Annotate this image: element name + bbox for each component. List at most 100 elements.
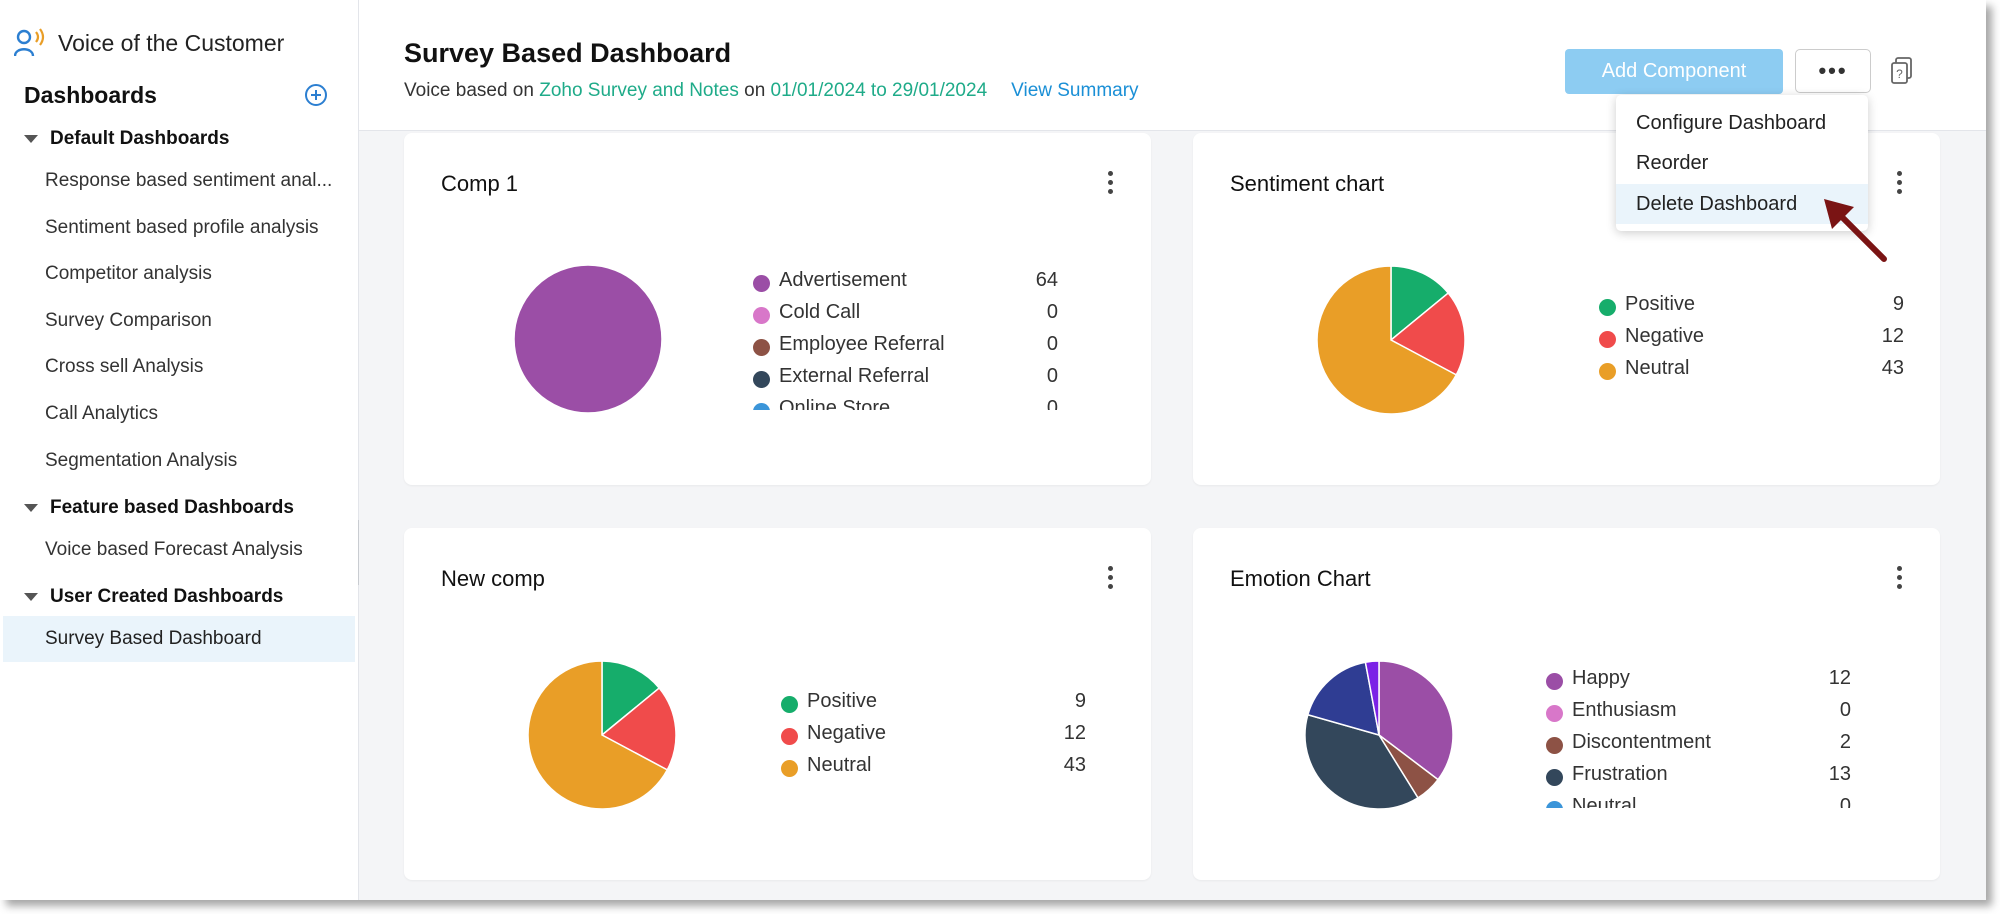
menu-item-delete-dashboard[interactable]: Delete Dashboard: [1616, 184, 1868, 224]
caret-down-icon: [24, 593, 38, 601]
sidebar-item-cross-sell[interactable]: Cross sell Analysis: [45, 356, 204, 377]
legend-item[interactable]: Employee Referral 0: [753, 333, 1058, 365]
page-title: Survey Based Dashboard: [404, 38, 732, 68]
pie-slice-other[interactable]: [1364, 660, 1380, 736]
pie-slice-negative[interactable]: [600, 686, 677, 771]
legend-item[interactable]: Discontentment 2: [1546, 731, 1851, 763]
legend-value: 64: [1035, 269, 1058, 291]
annotation-arrow-icon: [1824, 199, 1887, 262]
legend-value: 9: [1074, 690, 1086, 712]
more-options-menu: Configure Dashboard Reorder Delete Dashb…: [1616, 95, 1868, 231]
group-user-dashboards[interactable]: User Created Dashboards: [24, 586, 283, 608]
svg-text:?: ?: [1896, 67, 1903, 81]
group-label: Feature based Dashboards: [50, 497, 294, 518]
view-summary-link[interactable]: View Summary: [1011, 80, 1139, 101]
page-subtitle: Voice based on Zoho Survey and Notes on …: [404, 80, 1139, 102]
sidebar-item-call-analytics[interactable]: Call Analytics: [45, 403, 158, 424]
pie-slice-advertisement[interactable]: [513, 264, 663, 414]
legend-item[interactable]: Negative 12: [781, 722, 1086, 754]
legend-dot-icon: [753, 307, 770, 324]
app-window: Voice of the Customer Dashboards Default…: [3, 0, 1986, 900]
legend-dot-icon: [1599, 363, 1616, 380]
sidebar-item-segmentation[interactable]: Segmentation Analysis: [45, 450, 238, 471]
legend-value: 12: [1828, 667, 1851, 689]
sidebar-item-survey-comparison[interactable]: Survey Comparison: [45, 310, 212, 331]
legend-label: Positive: [1625, 293, 1696, 315]
legend-label: Frustration: [1572, 763, 1668, 785]
legend-label: Discontentment: [1572, 731, 1711, 753]
pie-slice-frustration[interactable]: [1304, 713, 1419, 810]
app-title: Voice of the Customer: [14, 28, 284, 58]
pie-slice-neutral[interactable]: [1316, 265, 1458, 415]
card-title: Sentiment chart: [1230, 171, 1385, 196]
legend-value: 0: [1046, 301, 1058, 323]
legend-label: Cold Call: [779, 301, 861, 323]
kebab-menu-icon[interactable]: [1897, 566, 1903, 589]
pie-slice-positive[interactable]: [601, 660, 661, 737]
chart-legend: Advertisement 64 Cold Call 0 Employee Referr…: [753, 269, 1058, 410]
kebab-menu-icon[interactable]: [1897, 171, 1903, 194]
legend-dot-icon: [1546, 673, 1563, 690]
legend-value: 0: [1046, 397, 1058, 410]
subtitle-prefix: Voice based on: [404, 80, 540, 101]
legend-label: Neutral: [1625, 357, 1690, 379]
legend-item[interactable]: Online Store 0: [753, 397, 1058, 410]
legend-value: 0: [1046, 365, 1058, 387]
legend-label: Employee Referral: [779, 333, 945, 355]
legend-dot-icon: [753, 339, 770, 356]
pie-slice-other[interactable]: [1306, 661, 1380, 737]
add-component-button[interactable]: Add Component: [1565, 49, 1783, 94]
legend-item[interactable]: Enthusiasm 0: [1546, 699, 1851, 731]
legend-item[interactable]: External Referral 0: [753, 365, 1058, 397]
legend-dot-icon: [753, 371, 770, 388]
legend-dot-icon: [1546, 737, 1563, 754]
legend-item[interactable]: Advertisement 64: [753, 269, 1058, 301]
group-default-dashboards[interactable]: Default Dashboards: [24, 128, 229, 150]
legend-item[interactable]: Positive 9: [1599, 293, 1904, 325]
help-doc-icon[interactable]: ?: [1891, 57, 1913, 85]
legend-dot-icon: [1546, 769, 1563, 786]
menu-item-reorder[interactable]: Reorder: [1636, 152, 1709, 174]
menu-item-configure-dashboard[interactable]: Configure Dashboard: [1636, 112, 1827, 134]
legend-dot-icon: [1599, 331, 1616, 348]
add-dashboard-icon[interactable]: [304, 83, 328, 107]
pie-slice-neutral[interactable]: [527, 660, 669, 810]
legend-item[interactable]: Happy 12: [1546, 667, 1851, 699]
legend-item[interactable]: Neutral 43: [1599, 357, 1904, 389]
legend-item[interactable]: Neutral 43: [781, 754, 1086, 786]
legend-value: 0: [1839, 699, 1851, 721]
pie-slice-positive[interactable]: [1390, 265, 1450, 342]
legend-item[interactable]: Neutral 0: [1546, 795, 1851, 808]
sidebar-item-survey-based-dashboard[interactable]: Survey Based Dashboard: [3, 616, 355, 662]
group-feature-dashboards[interactable]: Feature based Dashboards: [24, 497, 294, 519]
date-range[interactable]: 01/01/2024 to 29/01/2024: [770, 80, 988, 101]
legend-value: 43: [1063, 754, 1086, 776]
kebab-menu-icon[interactable]: [1108, 171, 1114, 194]
main-area: Survey Based Dashboard Voice based on Zo…: [359, 0, 1986, 900]
sidebar-item-voice-forecast[interactable]: Voice based Forecast Analysis: [45, 539, 303, 560]
card-title: Comp 1: [441, 171, 519, 196]
legend-item[interactable]: Frustration 13: [1546, 763, 1851, 795]
pie-chart: [1316, 265, 1466, 415]
legend-value: 43: [1881, 357, 1904, 379]
sidebar-item-sentiment-profile[interactable]: Sentiment based profile analysis: [45, 217, 319, 238]
card-title: Emotion Chart: [1230, 566, 1371, 591]
legend-item[interactable]: Cold Call 0: [753, 301, 1058, 333]
dashboards-heading: Dashboards: [24, 82, 157, 108]
legend-dot-icon: [1546, 705, 1563, 722]
kebab-menu-icon[interactable]: [1108, 566, 1114, 589]
legend-dot-icon: [781, 728, 798, 745]
legend-value: 12: [1881, 325, 1904, 347]
sidebar-item-competitor[interactable]: Competitor analysis: [45, 263, 212, 284]
more-options-button[interactable]: •••: [1795, 49, 1871, 93]
pie-chart: [513, 264, 663, 414]
pie-slice-happy[interactable]: [1378, 660, 1454, 781]
legend-item[interactable]: Positive 9: [781, 690, 1086, 722]
legend-item[interactable]: Negative 12: [1599, 325, 1904, 357]
pie-chart: [527, 660, 677, 810]
sidebar-item-response-sentiment[interactable]: Response based sentiment anal...: [45, 170, 333, 191]
source-link[interactable]: Zoho Survey and Notes: [539, 80, 739, 101]
group-label: User Created Dashboards: [50, 586, 284, 607]
pie-slice-negative[interactable]: [1389, 291, 1466, 376]
chart-card: New comp Positive 9 Negative 12 Neutral 43: [404, 528, 1151, 880]
